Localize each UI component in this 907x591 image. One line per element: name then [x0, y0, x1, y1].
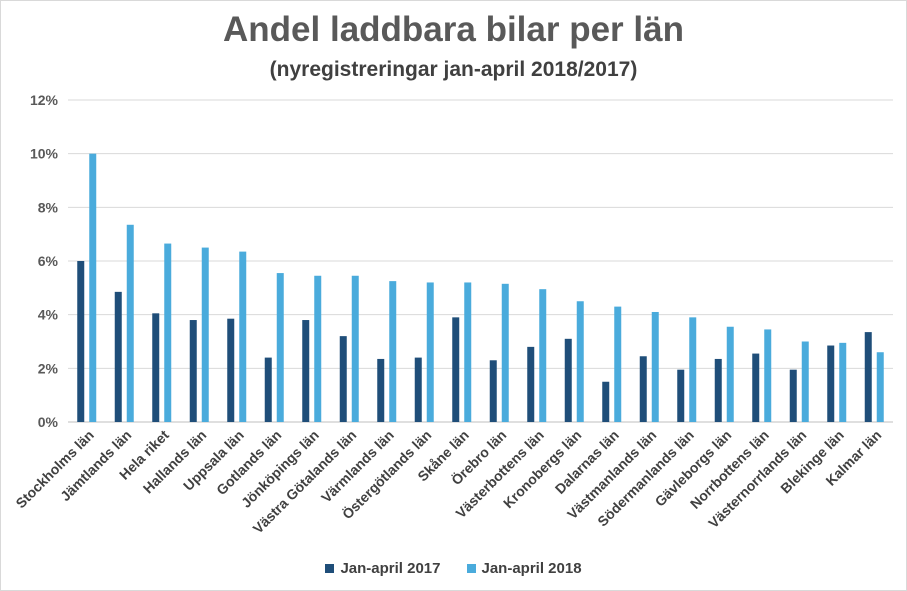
chart-subtitle: (nyregistreringar jan-april 2018/2017): [269, 58, 638, 81]
bar-2017: [864, 332, 872, 422]
y-tick-label: 6%: [38, 253, 59, 269]
bar-2017: [414, 357, 422, 422]
bar-2017: [752, 353, 760, 422]
bar-2018: [389, 281, 397, 422]
bar-2017: [714, 358, 722, 422]
bar-2017: [789, 369, 797, 422]
bar-2018: [351, 275, 359, 422]
bar-2018: [651, 311, 659, 422]
legend-label-2018: Jan-april 2018: [481, 560, 582, 577]
bar-2018: [464, 282, 472, 422]
bar-2018: [614, 306, 622, 422]
bar-2017: [489, 360, 497, 422]
bar-2017: [302, 320, 310, 422]
y-tick-label: 12%: [30, 92, 59, 108]
bar-2017: [602, 381, 610, 422]
legend-item-2017: Jan-april 2017: [325, 560, 441, 577]
bar-2017: [639, 356, 647, 422]
y-tick-label: 8%: [38, 199, 59, 215]
bar-2017: [227, 318, 235, 422]
bar-2018: [126, 224, 134, 422]
bar-2018: [239, 251, 247, 422]
bar-2017: [564, 338, 572, 422]
bar-2018: [89, 153, 97, 422]
bar-2018: [576, 301, 584, 422]
bar-2018: [801, 341, 809, 422]
bar-2017: [114, 291, 122, 422]
chart-title: Andel laddbara bilar per län: [223, 10, 684, 49]
bar-2018: [539, 289, 547, 422]
bar-2017: [77, 261, 85, 422]
bar-2017: [339, 336, 347, 422]
bar-2018: [726, 326, 734, 422]
bar-2018: [501, 283, 509, 422]
y-tick-label: 0%: [38, 414, 59, 430]
bar-2017: [152, 313, 160, 422]
legend-item-2018: Jan-april 2018: [466, 560, 582, 577]
legend-swatch-2017: [325, 564, 335, 573]
bar-2018: [314, 275, 322, 422]
bar-2017: [827, 345, 835, 422]
bar-2018: [201, 247, 209, 422]
bar-2017: [527, 346, 535, 422]
bar-2017: [452, 317, 460, 422]
legend-swatch-2018: [466, 564, 476, 573]
y-tick-label: 4%: [38, 307, 59, 323]
bar-2018: [876, 352, 884, 422]
bar-2017: [377, 358, 385, 422]
bar-2017: [264, 357, 272, 422]
bar-2018: [839, 342, 847, 422]
bar-2018: [764, 329, 772, 422]
bar-2018: [276, 273, 284, 422]
bar-2017: [189, 320, 197, 422]
bar-2018: [426, 282, 434, 422]
bar-2018: [689, 317, 697, 422]
legend-label-2017: Jan-april 2017: [340, 560, 441, 577]
bar-2017: [677, 369, 685, 422]
y-tick-label: 10%: [30, 146, 59, 162]
legend: Jan-april 2017 Jan-april 2018: [0, 560, 907, 577]
y-tick-label: 2%: [38, 360, 59, 376]
bar-2018: [164, 243, 172, 422]
